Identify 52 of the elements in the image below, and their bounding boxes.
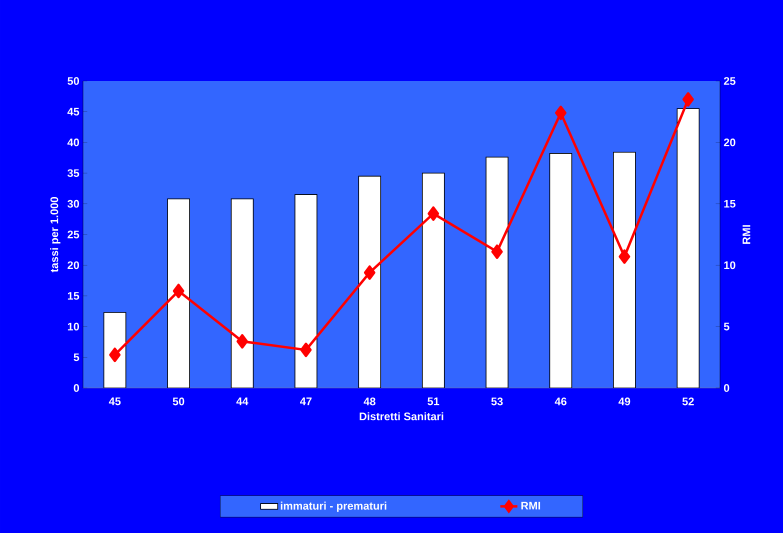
y2-axis-title: RMI: [742, 225, 750, 244]
x-tick-label: 53: [491, 398, 503, 406]
point: [491, 244, 503, 259]
y-tick-label: 5: [74, 353, 80, 362]
y-tick-label: 20: [68, 261, 80, 270]
x-tick-label: 52: [682, 398, 694, 406]
point: [428, 206, 440, 221]
point: [555, 106, 567, 120]
bar: [676, 108, 700, 388]
bar: [486, 156, 508, 388]
x-tick-label: 47: [300, 398, 312, 406]
y-tick-label: 15: [68, 292, 80, 300]
y-axis-title: tassi per 1.000: [50, 197, 60, 272]
point: [172, 284, 184, 298]
x-axis-title: Distretti Sanitari: [360, 412, 444, 420]
x-tick-label: 44: [236, 398, 248, 406]
point: [364, 265, 376, 280]
y-tick-label: 25: [68, 230, 80, 238]
y-tick-label: 50: [68, 77, 80, 85]
y2-tick-label: 15: [724, 200, 736, 208]
y-tick-label: 35: [67, 169, 80, 177]
x-tick-label: 46: [554, 398, 566, 406]
x-tick-label: 51: [428, 398, 440, 406]
bar: [613, 152, 636, 388]
y-tick-label: 45: [67, 108, 80, 116]
bar: [358, 176, 382, 388]
y2-tick-label: 0: [724, 384, 730, 392]
bar: [167, 198, 190, 388]
y-tick-label: 30: [67, 200, 80, 208]
x-tick-label: 50: [172, 398, 184, 406]
bar: [103, 312, 126, 388]
y2-tick-label: 10: [724, 261, 736, 270]
bar: [549, 153, 572, 388]
point: [300, 342, 312, 358]
legend-label: RMI: [521, 502, 540, 510]
x-tick-label: 45: [108, 398, 121, 406]
y-tick-label: 0: [74, 384, 80, 392]
x-tick-label: 48: [364, 398, 376, 406]
bar: [294, 194, 318, 388]
point: [682, 92, 694, 107]
y-tick-label: 10: [68, 322, 80, 330]
y2-tick-label: 20: [724, 138, 736, 146]
point: [109, 348, 121, 362]
point: [618, 249, 630, 264]
y-tick-label: 40: [67, 138, 80, 146]
legend-label: immaturi - prematuri: [280, 502, 386, 512]
y2-tick-label: 5: [724, 322, 730, 330]
bar: [422, 172, 445, 388]
y2-tick-label: 25: [724, 77, 736, 85]
point: [236, 334, 248, 349]
bar: [230, 198, 254, 388]
x-tick-label: 49: [618, 398, 630, 406]
